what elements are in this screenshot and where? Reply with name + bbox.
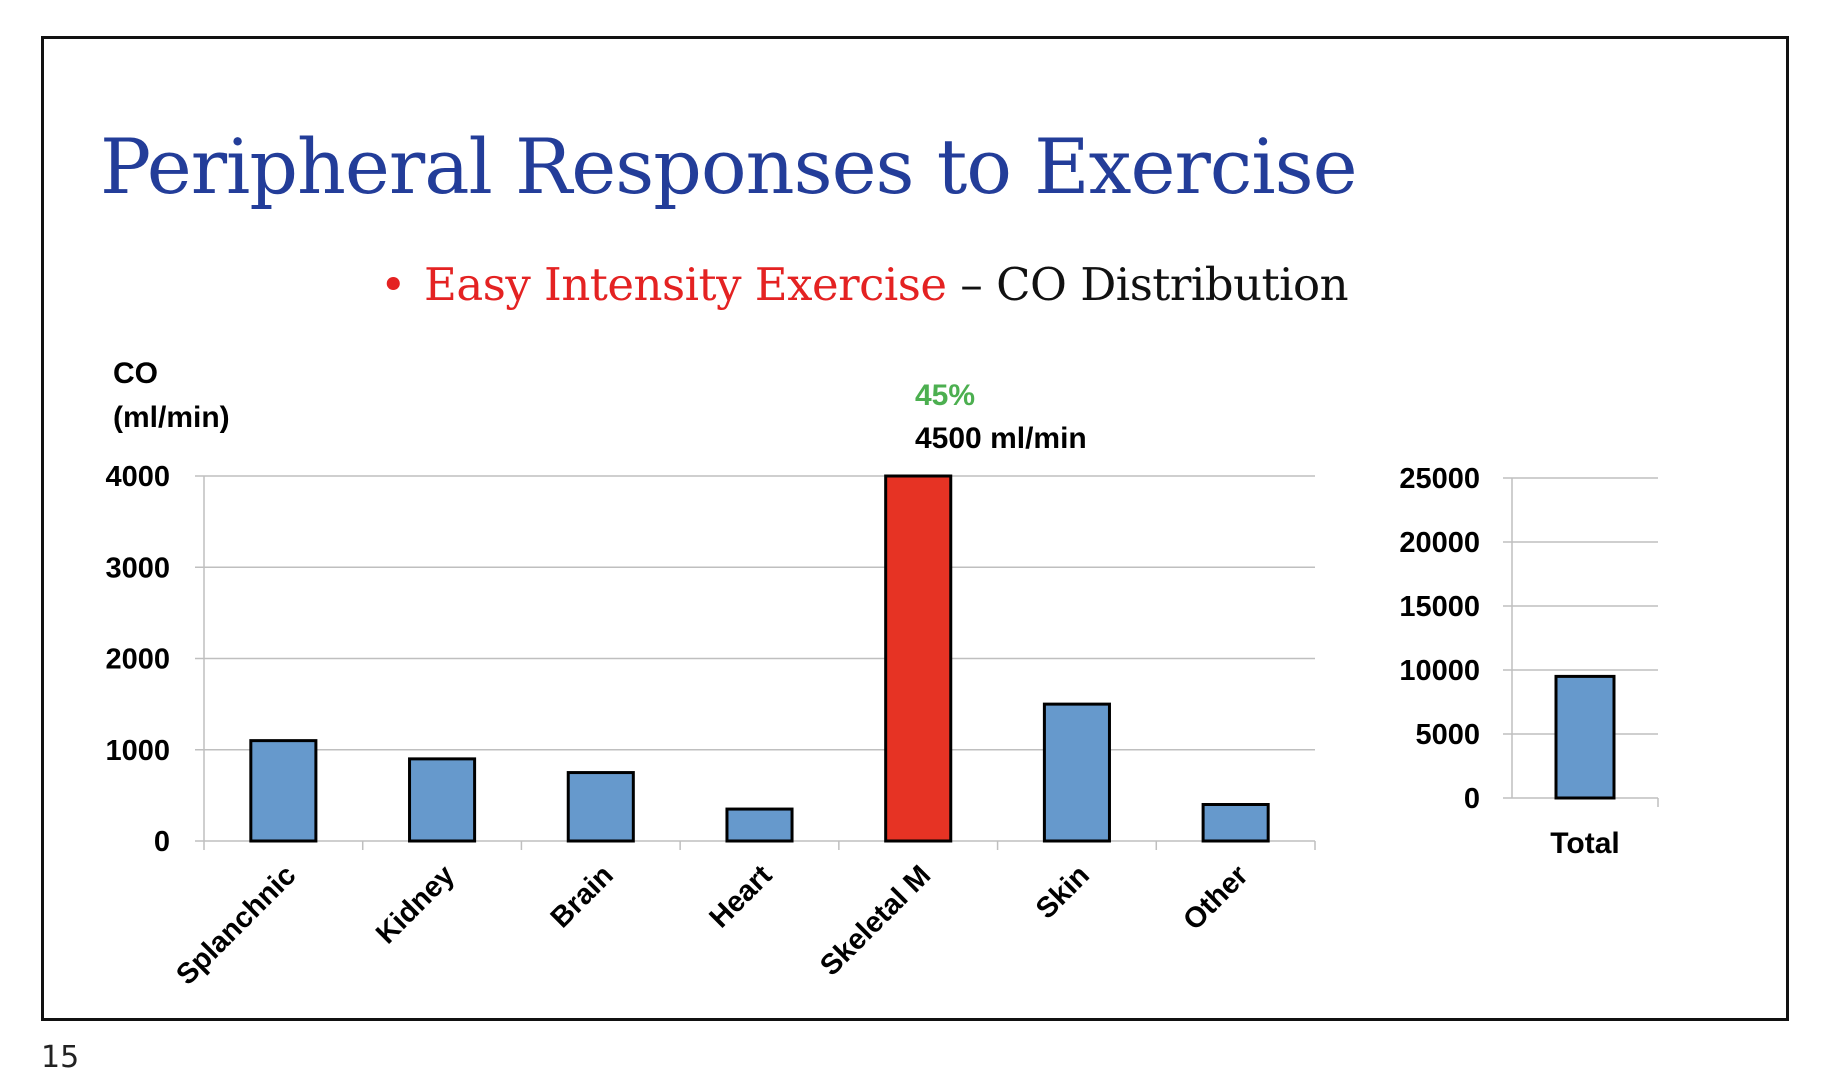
bar-brain xyxy=(566,771,635,843)
y-tick-label: 1000 xyxy=(105,735,170,767)
y-tick-label: 20000 xyxy=(1399,527,1480,559)
bar-skeletal-m xyxy=(884,474,953,843)
subtitle-highlight: Easy Intensity Exercise xyxy=(424,258,947,311)
y-tick-label: 15000 xyxy=(1399,591,1480,623)
x-tick-label: Other xyxy=(1177,859,1254,936)
x-tick-label: Kidney xyxy=(370,859,461,950)
y-tick-label: 10000 xyxy=(1399,655,1480,687)
bar-total xyxy=(1554,674,1616,800)
y-tick-label: 0 xyxy=(154,826,170,858)
bullet-icon: • xyxy=(380,258,407,311)
slide-subtitle: • Easy Intensity Exercise – CO Distributi… xyxy=(380,258,1349,311)
bar-heart xyxy=(725,807,794,843)
y-tick-label: 4000 xyxy=(105,461,170,493)
bar-skin xyxy=(1042,702,1111,843)
y-axis-label-line-2: (ml/min) xyxy=(113,401,230,434)
x-tick-label: Brain xyxy=(545,859,620,934)
y-tick-label: 3000 xyxy=(105,552,170,584)
x-tick-label: Total xyxy=(1550,827,1619,860)
bar-annotation-percent: 45% xyxy=(915,379,975,412)
total-co-bar-chart: 0 5000 10000 15000 20000 25000 Total xyxy=(1399,463,1659,860)
bar-splanchnic xyxy=(249,739,318,843)
y-axis-label-line-1: CO xyxy=(113,357,158,390)
co-distribution-bar-chart: CO (ml/min) 45% 4500 ml/min 0 1000 2000 300… xyxy=(105,357,1316,991)
page-number: 15 xyxy=(41,1040,80,1075)
x-tick-label: Heart xyxy=(703,859,778,934)
bar-other xyxy=(1201,803,1270,843)
x-tick-label: Skin xyxy=(1030,859,1096,925)
bar-kidney xyxy=(408,757,477,843)
x-tick-label: Skeletal M xyxy=(814,859,937,982)
x-tick-label: Splanchnic xyxy=(170,859,302,991)
slide-title: Peripheral Responses to Exercise xyxy=(100,122,1358,211)
bar-annotation-value: 4500 ml/min xyxy=(915,422,1087,455)
subtitle-rest: – CO Distribution xyxy=(946,258,1349,311)
y-tick-label: 2000 xyxy=(105,644,170,676)
y-tick-label: 0 xyxy=(1464,783,1480,815)
y-tick-label: 5000 xyxy=(1415,719,1480,751)
y-tick-label: 25000 xyxy=(1399,463,1480,495)
